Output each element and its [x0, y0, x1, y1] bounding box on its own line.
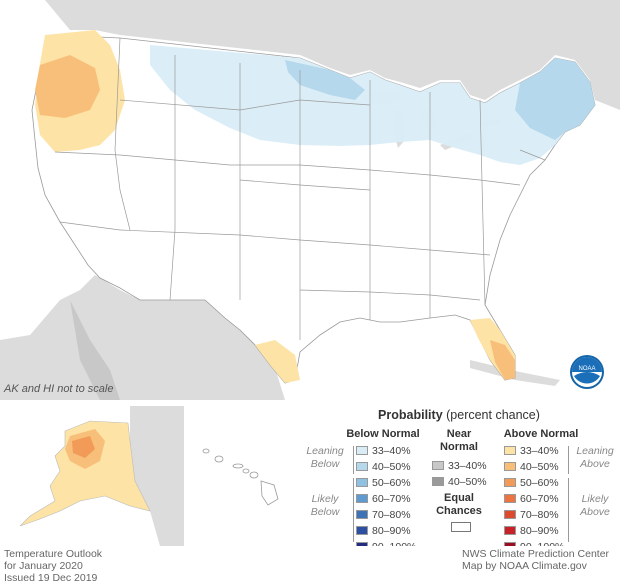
- footer-left: Temperature Outlook for January 2020 Iss…: [4, 548, 102, 584]
- below-normal-row: 40–50%: [356, 460, 411, 473]
- hawaii-islands: [202, 448, 279, 506]
- near-normal-header: Near Normal: [430, 428, 488, 454]
- below-normal-header: Below Normal: [346, 428, 420, 440]
- below-normal-row: 80–90%: [356, 524, 411, 537]
- equal-chances-line2: Chances: [436, 505, 482, 517]
- near-normal-swatch: [432, 477, 444, 486]
- below-normal-swatch: [356, 526, 368, 535]
- conus-map-svg: NOAA: [0, 0, 620, 400]
- near-normal-swatch: [432, 461, 444, 470]
- above-normal-label: 33–40%: [520, 444, 559, 457]
- above-normal-swatch: [504, 494, 516, 503]
- below-leaning-bracket: [353, 446, 354, 474]
- below-normal-swatch: [356, 510, 368, 519]
- above-normal-label: 50–60%: [520, 476, 559, 489]
- above-normal-label: 80–90%: [520, 524, 559, 537]
- conus-map: NOAA AK and HI not to scale: [0, 0, 620, 400]
- alaska-east-leaning: [110, 431, 132, 481]
- above-normal-row: 33–40%: [504, 444, 559, 457]
- legend-title: Probability (percent chance): [298, 408, 620, 422]
- equal-chances-label: Equal Chances: [430, 492, 488, 518]
- baja-peninsula: [70, 300, 120, 400]
- footer-period: for January 2020: [4, 560, 83, 572]
- canada-yukon: [130, 406, 184, 546]
- noaa-logo: NOAA: [570, 355, 604, 389]
- above-normal-label: 40–50%: [520, 460, 559, 473]
- equal-chances-swatch: [451, 522, 471, 532]
- below-normal-row: 60–70%: [356, 492, 411, 505]
- near-normal-header-line1: Near: [446, 428, 472, 440]
- canada-land: [0, 0, 620, 110]
- alaska-above-50-60: [72, 436, 95, 458]
- likely-above-label: Likely Above: [580, 493, 610, 518]
- state-borders: [54, 37, 546, 340]
- below-40-50-northeast: [515, 58, 595, 140]
- hawaii-svg: [186, 401, 296, 546]
- above-normal-swatch: [504, 510, 516, 519]
- above-normal-swatch: [504, 526, 516, 535]
- scale-note: AK and HI not to scale: [4, 383, 114, 395]
- above-normal-swatch: [504, 446, 516, 455]
- equal-chances-line1: Equal: [444, 492, 474, 504]
- footer-credit: Map by NOAA Climate.gov: [462, 560, 587, 572]
- above-normal-row: 40–50%: [504, 460, 559, 473]
- footer-issued: Issued 19 Dec 2019: [4, 572, 98, 584]
- above-normal-label: 60–70%: [520, 492, 559, 505]
- below-40-50-north-plains: [285, 60, 365, 100]
- legend-title-bold: Probability: [378, 408, 443, 422]
- below-normal-swatch: [356, 494, 368, 503]
- above-normal-row: 60–70%: [504, 492, 559, 505]
- above-normal-swatch: [504, 462, 516, 471]
- below-normal-row: 50–60%: [356, 476, 411, 489]
- above-normal-header: Above Normal: [503, 428, 579, 440]
- below-normal-label: 80–90%: [372, 524, 411, 537]
- probability-legend: Probability (percent chance) Below Norma…: [298, 401, 620, 553]
- above-normal-row: 50–60%: [504, 476, 559, 489]
- footer: Temperature Outlook for January 2020 Iss…: [0, 546, 620, 585]
- likely-below-label: Likely Below: [310, 493, 340, 518]
- above-40-50-oregon: [35, 55, 100, 118]
- above-normal-swatch: [504, 478, 516, 487]
- near-normal-label: 33–40%: [448, 459, 487, 472]
- below-normal-swatch: [356, 478, 368, 487]
- hawaii-inset: [186, 401, 296, 546]
- noaa-logo-text: NOAA: [578, 366, 595, 372]
- leaning-below-label: Leaning Below: [306, 445, 344, 470]
- below-normal-label: 40–50%: [372, 460, 411, 473]
- above-40-50-florida: [490, 340, 515, 380]
- leaning-above-label: Leaning Above: [576, 445, 614, 470]
- footer-right: NWS Climate Prediction Center Map by NOA…: [462, 548, 609, 572]
- below-likely-bracket: [353, 478, 354, 542]
- alaska-inset: [0, 401, 184, 546]
- above-normal-label: 70–80%: [520, 508, 559, 521]
- footer-source: NWS Climate Prediction Center: [462, 548, 610, 560]
- below-normal-row: 70–80%: [356, 508, 411, 521]
- above-normal-row: 70–80%: [504, 508, 559, 521]
- below-normal-swatch: [356, 446, 368, 455]
- near-normal-label: 40–50%: [448, 475, 487, 488]
- below-normal-swatch: [356, 462, 368, 471]
- above-normal-row: 80–90%: [504, 524, 559, 537]
- hawaii-ocean: [186, 401, 296, 546]
- below-normal-label: 50–60%: [372, 476, 411, 489]
- footer-title: Temperature Outlook: [4, 548, 103, 560]
- alaska-svg: [0, 401, 184, 546]
- above-leaning-texas: [255, 340, 300, 383]
- below-normal-label: 33–40%: [372, 444, 411, 457]
- above-leaning-bracket: [568, 446, 569, 474]
- near-normal-row: 40–50%: [432, 475, 487, 488]
- below-normal-label: 60–70%: [372, 492, 411, 505]
- below-leaning-region: [150, 45, 595, 165]
- near-normal-header-line2: Normal: [440, 441, 478, 453]
- legend-title-rest: (percent chance): [446, 408, 540, 422]
- below-normal-label: 70–80%: [372, 508, 411, 521]
- below-normal-row: 33–40%: [356, 444, 411, 457]
- near-normal-row: 33–40%: [432, 459, 487, 472]
- above-likely-bracket: [568, 478, 569, 542]
